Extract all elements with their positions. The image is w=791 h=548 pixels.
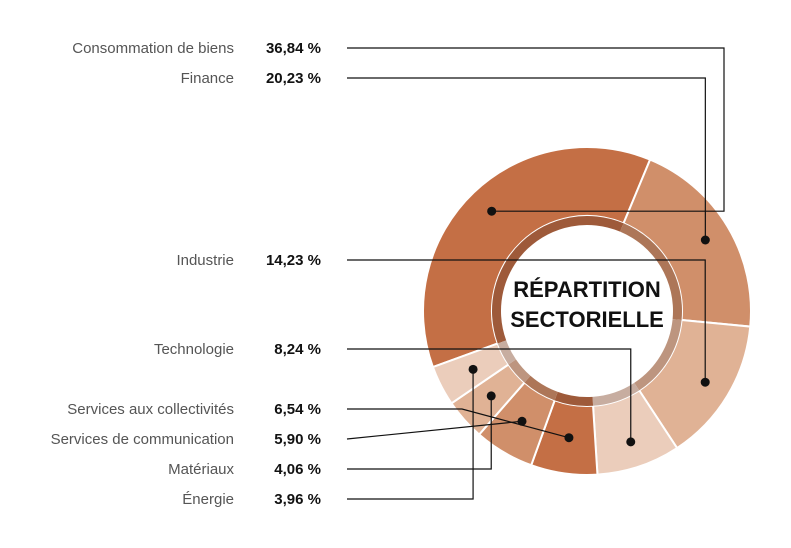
slice-consommation-de-biens: [422, 146, 652, 369]
leader-dot-finance: [700, 235, 710, 245]
legend-label-consommation-de-biens: Consommation de biens: [72, 40, 234, 57]
legend-value-industrie: 14,23 %: [266, 252, 321, 269]
inner-ring-industrie: [634, 319, 682, 391]
legend-value-services-de-communication: 5,90 %: [274, 431, 321, 448]
leader-dot-industrie: [700, 377, 710, 387]
inner-ring-energie: [497, 340, 516, 365]
legend-label-materiaux: Matériaux: [168, 461, 234, 478]
legend-value-technologie: 8,24 %: [274, 341, 321, 358]
leader-line-services-de-communication: [346, 420, 523, 440]
legend-label-industrie: Industrie: [176, 252, 234, 269]
donut-inner-ring: [492, 216, 682, 407]
legend-value-materiaux: 4,06 %: [274, 461, 321, 478]
leader-lines: [346, 47, 725, 500]
chart-title-line-2: SECTORIELLE: [510, 307, 664, 332]
leader-line-industrie: [347, 259, 706, 383]
inner-ring-materiaux: [508, 359, 531, 383]
legend-labels: Consommation de biens 36,84 % Finance 20,23…: [51, 40, 321, 508]
leader-dot-materiaux: [486, 391, 496, 401]
leader-dot-technologie: [626, 437, 636, 447]
legend-label-technologie: Technologie: [154, 341, 234, 358]
inner-ring-services-de-communication: [524, 375, 558, 401]
leader-line-materiaux: [347, 395, 492, 470]
legend-label-services-de-communication: Services de communication: [51, 431, 234, 448]
inner-ring-consommation-de-biens: [492, 216, 624, 344]
inner-ring-finance: [620, 223, 682, 321]
legend-value-services-aux-collectivites: 6,54 %: [274, 401, 321, 418]
leader-line-technologie: [347, 348, 632, 442]
legend-value-consommation-de-biens: 36,84 %: [266, 40, 321, 57]
leader-line-finance: [347, 77, 706, 241]
legend-value-energie: 3,96 %: [274, 491, 321, 508]
leader-dot-services-aux-collectivites: [564, 433, 574, 443]
legend-label-services-aux-collectivites: Services aux collectivités: [67, 401, 234, 418]
legend-label-energie: Énergie: [182, 491, 234, 508]
leader-dot-consommation-de-biens: [487, 206, 497, 216]
legend-value-finance: 20,23 %: [266, 70, 321, 87]
donut-slices: [422, 146, 752, 476]
leader-line-consommation-de-biens: [347, 47, 725, 212]
leader-line-services-aux-collectivites: [347, 408, 570, 439]
legend-label-finance: Finance: [181, 70, 234, 87]
inner-ring-services-aux-collectivites: [554, 391, 594, 407]
leader-line-energie: [347, 369, 474, 500]
chart-title-line-1: RÉPARTITION: [513, 277, 660, 302]
inner-ring-technologie: [592, 382, 640, 406]
leader-dot-energie: [468, 364, 478, 374]
leader-dot-services-de-communication: [517, 416, 527, 426]
